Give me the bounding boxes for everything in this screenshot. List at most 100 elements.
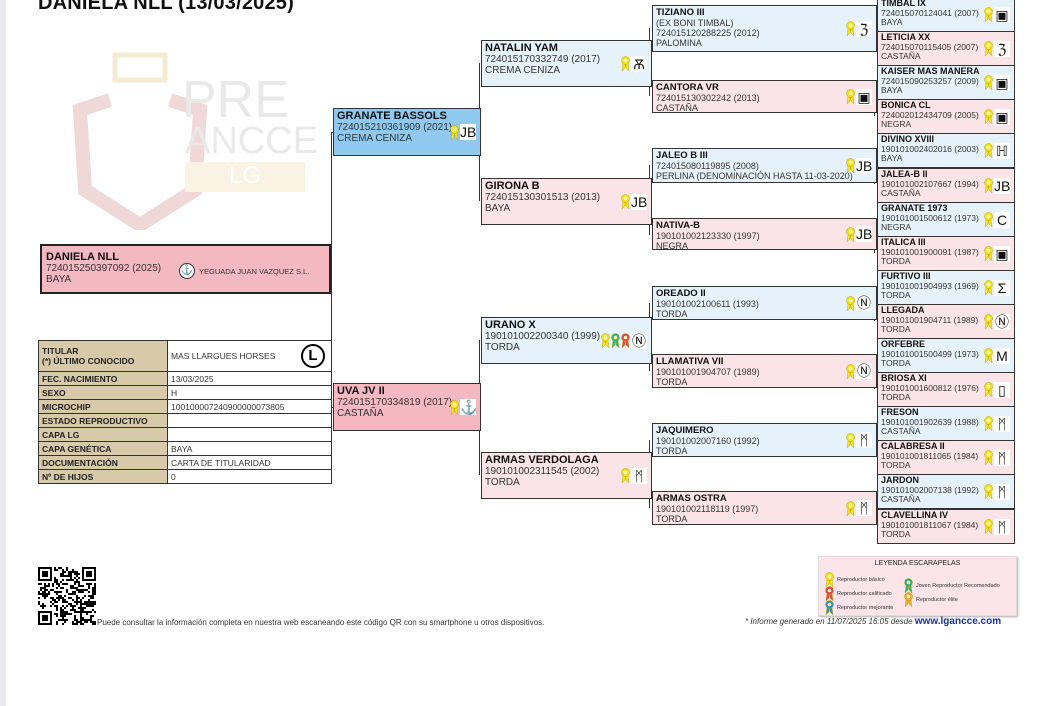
connector-line — [331, 407, 333, 408]
info-row: CAPA LG — [38, 427, 332, 442]
pedigree-box-furtivo-iii[interactable]: FURTIVO III 190101001904993 (1969) TORDA Ʃ — [877, 270, 1015, 305]
legend-item: Reproductor élite — [904, 592, 958, 607]
horse-id: 190101002123330 (1997) — [656, 231, 760, 241]
rosette-icon — [984, 280, 993, 295]
rosette-icon — [984, 348, 993, 363]
horse-coat: TORDA — [881, 392, 911, 403]
horse-icons: ᛗ — [846, 500, 872, 516]
horse-icons: Ѫ — [621, 55, 647, 72]
horse-id: 190101002107667 (1994) — [881, 178, 979, 189]
pedigree-box-granate-1973[interactable]: GRANATE 1973 190101001500612 (1973) NEGRA C — [877, 202, 1015, 237]
qr-code[interactable] — [38, 566, 96, 626]
anchor-brand-icon: ⚓ — [179, 263, 195, 279]
horse-name: TIMBAL IX — [881, 0, 926, 8]
horse-coat: TORDA — [656, 514, 688, 524]
horse-coat: TORDA — [881, 290, 911, 301]
brand-mark-icon: ▣ — [856, 88, 872, 105]
horse-icons: JB — [621, 193, 647, 210]
info-row: ESTADO REPRODUCTIVO — [38, 413, 332, 428]
info-label: CAPA GENÉTICA — [38, 441, 168, 456]
horse-icons: ⚓ — [450, 399, 477, 415]
pedigree-box-jalea-b-ii[interactable]: JALEA-B II 190101002107667 (1994) CASTAÑA J… — [877, 168, 1015, 203]
legend-label: Reproductor élite — [916, 596, 958, 603]
rosette-icon — [984, 143, 993, 158]
rosette-icon — [984, 109, 993, 124]
pedigree-box-cantora-vr[interactable]: CANTORA VR 724015130302242 (2013) CASTAÑA ▣ — [652, 80, 877, 113]
brand-mark-icon: ℨ — [994, 40, 1010, 57]
horse-name: CANTORA VR — [656, 82, 719, 93]
watermark-text-pre: PRE — [182, 71, 289, 129]
horse-icons: Ⓝ — [984, 313, 1010, 330]
brand-mark-icon: ▣ — [994, 108, 1010, 125]
horse-name: JAQUIMERO — [656, 425, 714, 436]
horse-coat: NEGRA — [881, 119, 912, 130]
pedigree-box-jaquimero[interactable]: JAQUIMERO 190101002007160 (1992) TORDA ᛗ — [652, 423, 877, 457]
pedigree-box-calabresa-ii[interactable]: CALABRESA II 190101001811065 (1984) TORDA ᛗ — [877, 440, 1015, 475]
info-row: SEXO H — [38, 385, 332, 400]
pedigree-box-tiziano-iii[interactable]: TIZIANO III (EX BONI TIMBAL) 7240151202882… — [652, 5, 877, 52]
pedigree-box-armas-verdolaga[interactable]: ARMAS VERDOLAGA 190101002311545 (2002) TOR… — [481, 452, 652, 499]
horse-name: NATALIN YAM — [485, 42, 558, 54]
pedigree-box-kaiser-mas-manera[interactable]: KAISER MAS MANERA 724015090253257 (2009) B… — [877, 65, 1015, 100]
horse-name: FRESON — [881, 407, 919, 417]
pedigree-box-llamativa-vii[interactable]: LLAMATIVA VII 190101001904707 (1989) TORDA… — [652, 354, 877, 388]
brand-mark-icon: ᛗ — [994, 449, 1010, 466]
horse-name: GIRONA B — [485, 180, 540, 192]
pedigree-box-leticia-xx[interactable]: LETICIA XX 724015070115405 (2007) CASTAÑA ℨ — [877, 31, 1015, 66]
horse-coat: NEGRA — [656, 241, 689, 250]
pedigree-box-timbal-ix[interactable]: TIMBAL IX 724015070124041 (2007) BAYA ▣ — [877, 0, 1015, 32]
horse-coat: TORDA — [881, 529, 911, 540]
pedigree-box-jardon[interactable]: JARDON 190101002007138 (1992) CASTAÑA ᛗ — [877, 474, 1015, 509]
brand-mark-icon: ᛗ — [994, 483, 1010, 500]
pedigree-box-armas-ostra[interactable]: ARMAS OSTRA 190101002118119 (1997) TORDA ᛗ — [652, 491, 877, 525]
horse-coat: TORDA — [881, 324, 911, 335]
brand-mark-icon: ᛗ — [631, 467, 647, 484]
rosette-icon — [984, 41, 993, 56]
brand-mark-icon: C — [994, 211, 1010, 228]
brand-mark-icon: ᛗ — [994, 518, 1010, 535]
pedigree-box-nativa-b[interactable]: NATIVA-B 190101002123330 (1997) NEGRA JB — [652, 218, 877, 250]
pedigree-box-llegada[interactable]: LLEGADA 190101001904711 (1989) TORDA Ⓝ — [877, 304, 1015, 339]
horse-name: DIVINO XVIII — [881, 134, 935, 144]
horse-name: CLAVELLINA IV — [881, 510, 948, 520]
pedigree-box-jaleo-b-iii[interactable]: JALEO B III 724015080119895 (2008) PERLINA… — [652, 148, 877, 183]
pedigree-box-natalin-yam[interactable]: NATALIN YAM 724015170332749 (2017) CREMA C… — [481, 40, 652, 87]
rosette-icon — [984, 416, 993, 431]
pedigree-box-oreado-ii[interactable]: OREADO II 190101002100611 (1993) TORDA Ⓝ — [652, 286, 877, 320]
info-label: Nº DE HIJOS — [38, 469, 168, 484]
horse-id: 190101002118119 (1997) — [656, 504, 759, 514]
brand-mark-icon: ▣ — [994, 74, 1010, 91]
pedigree-box-briosa-xi[interactable]: BRIOSA XI 190101001600812 (1976) TORDA ▯ — [877, 372, 1015, 407]
legend-label: Reproductor mejorante — [837, 604, 894, 611]
pedigree-box-orfebre[interactable]: ORFEBRE 190101001500499 (1973) TORDA M — [877, 338, 1015, 373]
info-row: DOCUMENTACIÓN CARTA DE TITULARIDAD — [38, 455, 332, 470]
pedigree-box-italica-iii[interactable]: ITALICA III 190101001900091 (1987) TORDA ▣ — [877, 236, 1015, 271]
horse-id: 724002012434709 (2005) — [881, 109, 979, 120]
pedigree-box-clavellina-iv[interactable]: CLAVELLINA IV 190101001811067 (1984) TORDA… — [877, 509, 1015, 544]
brand-mark-icon: Ⓝ — [856, 295, 872, 311]
horse-id: 190101002402016 (2003) — [881, 143, 979, 154]
brand-mark-icon: JB — [460, 124, 477, 140]
brand-mark-icon: JB — [994, 177, 1011, 194]
info-label: FEC. NACIMIENTO — [38, 371, 168, 386]
legend-item: Reproductor calificado — [825, 586, 892, 601]
rosette-icon — [621, 56, 630, 71]
pedigree-box-bonica-cl[interactable]: BONICA CL 724002012434709 (2005) NEGRA ▣ — [877, 99, 1015, 134]
pedigree-box-girona-b[interactable]: GIRONA B 724015130301513 (2013) BAYA JB — [481, 178, 652, 225]
horse-coat: CASTAÑA — [881, 51, 921, 62]
pedigree-box-freson[interactable]: FRESON 190101001902639 (1988) CASTAÑA ᛗ — [877, 406, 1015, 441]
horse-coat: NEGRA — [881, 222, 912, 233]
website-link[interactable]: www.lgancce.com — [914, 616, 1002, 627]
pedigree-box-granate-bassols[interactable]: GRANATE BASSOLS 724015210361909 (2021) CRE… — [333, 108, 481, 156]
info-row: FEC. NACIMIENTO 13/03/2025 — [38, 371, 332, 386]
rosette-icon — [846, 89, 855, 104]
pedigree-box-divino-xviii[interactable]: DIVINO XVIII 190101002402016 (2003) BAYA ℍ — [877, 133, 1015, 168]
pedigree-box-uva-jv-ii[interactable]: UVA JV II 724015170334819 (2017) CASTAÑA ⚓ — [333, 383, 481, 431]
horse-coat: BAYA — [881, 17, 903, 28]
info-value: BAYA — [167, 441, 332, 456]
horse-icons: ᛗ — [984, 449, 1010, 466]
owner-value: MAS LLARGUES HORSES — [171, 351, 276, 361]
brand-mark-icon: Ѫ — [631, 55, 647, 72]
pedigree-box-urano-x[interactable]: URANO X 190101002200340 (1999) TORDA Ⓝ — [481, 317, 652, 364]
horse-coat: PERLINA (DENOMINACIÓN HASTA 11-03-2020) — [656, 171, 853, 181]
